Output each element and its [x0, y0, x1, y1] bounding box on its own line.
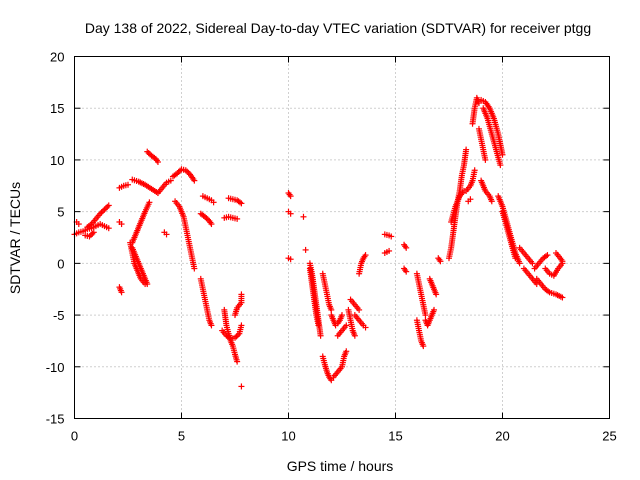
- data-point: [351, 332, 358, 339]
- data-point: [403, 244, 410, 251]
- data-point: [386, 247, 393, 254]
- data-point: [105, 202, 112, 209]
- data-point: [343, 322, 350, 329]
- y-tick-label: 20: [50, 50, 64, 65]
- data-point: [544, 252, 551, 259]
- data-point: [343, 348, 350, 355]
- data-point: [497, 162, 504, 169]
- y-tick-label: 10: [50, 153, 64, 168]
- data-point: [287, 210, 294, 217]
- data-point: [238, 291, 245, 298]
- data-point: [208, 221, 215, 228]
- data-point: [512, 255, 519, 262]
- data-point: [317, 332, 324, 339]
- data-point: [238, 322, 245, 329]
- x-tick-labels: 0 5 10 15 20 25: [71, 429, 617, 444]
- data-point: [559, 294, 566, 301]
- data-point: [475, 100, 482, 107]
- data-point: [98, 209, 105, 216]
- data-point: [238, 200, 245, 207]
- data-point: [362, 252, 369, 259]
- data-point: [471, 167, 478, 174]
- x-tick-label: 15: [388, 429, 402, 444]
- data-point: [177, 167, 184, 174]
- data-point: [403, 268, 410, 275]
- data-point: [191, 177, 198, 184]
- data-point: [234, 215, 241, 222]
- data-points: [71, 94, 566, 390]
- data-point: [488, 198, 495, 205]
- x-tick-label: 25: [602, 429, 616, 444]
- y-tick-label: 5: [57, 205, 64, 220]
- data-point: [146, 199, 153, 206]
- data-point: [118, 289, 125, 296]
- data-point: [362, 324, 369, 331]
- data-point: [238, 383, 245, 390]
- data-point: [234, 358, 241, 365]
- data-point: [75, 221, 82, 228]
- data-point: [328, 377, 335, 384]
- data-point: [118, 221, 125, 228]
- plot-frame: [74, 56, 610, 419]
- data-point: [90, 229, 97, 236]
- x-tick-label: 20: [495, 429, 509, 444]
- data-point: [208, 322, 215, 329]
- y-tick-label: -5: [53, 308, 65, 323]
- y-axis-label: SDTVAR / TECUs: [7, 182, 23, 294]
- data-point: [467, 196, 474, 203]
- data-point: [315, 322, 322, 329]
- data-point: [191, 265, 198, 272]
- y-tick-label: 15: [50, 101, 64, 116]
- data-point: [437, 258, 444, 265]
- x-axis-label: GPS time / hours: [287, 458, 394, 474]
- data-point: [100, 207, 107, 214]
- data-point: [300, 213, 307, 220]
- data-point: [356, 306, 363, 313]
- data-point: [499, 151, 506, 158]
- data-point: [529, 260, 536, 267]
- data-point: [287, 193, 294, 200]
- data-point: [302, 246, 309, 253]
- data-point: [559, 258, 566, 265]
- data-point: [422, 312, 429, 319]
- data-point: [105, 225, 112, 232]
- data-point: [163, 231, 170, 238]
- data-point: [154, 158, 161, 165]
- data-point: [463, 146, 470, 153]
- data-point: [339, 312, 345, 319]
- data-point: [516, 260, 523, 267]
- data-point: [167, 177, 174, 184]
- x-tick-label: 5: [178, 429, 185, 444]
- data-point: [287, 256, 294, 263]
- data-point: [104, 203, 111, 210]
- data-point: [87, 232, 94, 239]
- data-point: [125, 181, 131, 188]
- y-tick-labels: -15 -10 -5 0 5 10 15 20: [46, 50, 65, 427]
- x-tick-label: 0: [71, 429, 78, 444]
- data-point: [102, 205, 109, 212]
- y-tick-label: -15: [46, 412, 65, 427]
- data-point: [433, 291, 440, 298]
- data-point: [328, 306, 335, 313]
- data-point: [431, 306, 438, 313]
- data-point: [210, 199, 217, 206]
- data-point: [144, 281, 151, 288]
- grid-lines: [74, 56, 610, 419]
- y-tick-label: 0: [57, 256, 64, 271]
- x-tick-label: 10: [281, 429, 295, 444]
- y-tick-label: -10: [46, 360, 65, 375]
- data-point: [145, 150, 152, 157]
- data-point: [388, 233, 395, 240]
- chart-title: Day 138 of 2022, Sidereal Day-to-day VTE…: [85, 20, 591, 36]
- data-point: [482, 156, 489, 163]
- data-point: [144, 148, 151, 155]
- data-point: [420, 343, 427, 350]
